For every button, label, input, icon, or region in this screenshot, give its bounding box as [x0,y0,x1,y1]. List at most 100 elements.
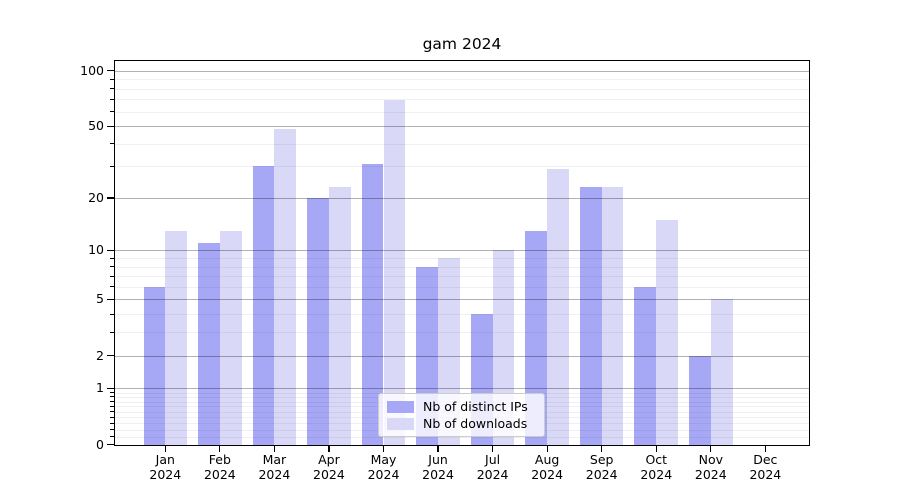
bar-nb-of-distinct-ips-apr [307,197,329,446]
gridline-major [114,70,810,72]
bar-nb-of-downloads-apr [328,187,351,446]
gridline-minor [114,436,810,438]
y-minor-tick [110,165,114,167]
legend-swatch-nb-of-downloads [387,418,414,430]
gridline-minor [114,276,810,278]
y-tick-label: 0 [96,436,104,452]
x-tick [764,446,766,452]
y-tick [107,249,114,251]
gridline-minor [114,143,810,145]
y-minor-tick [110,98,114,100]
x-tick [328,446,330,452]
x-tick [164,446,166,452]
x-tick-month: Nov [698,452,723,467]
x-tick [546,446,548,452]
x-tick-month: Feb [208,452,231,467]
gridline-minor [114,332,810,334]
bar-nb-of-downloads-may [383,100,406,446]
y-minor-tick [110,405,114,407]
x-tick [382,446,385,452]
x-tick-label-aug: Aug 2024 [517,452,577,482]
y-tick [107,443,114,446]
x-tick-label-oct: Oct 2024 [626,452,686,482]
y-minor-tick [110,257,114,259]
gridline-minor [114,111,810,113]
gridline-major [114,388,810,390]
x-tick [273,446,275,452]
y-minor-tick [110,422,114,424]
bar-nb-of-downloads-aug [547,169,569,446]
bar-nb-of-downloads-jan [165,230,188,446]
x-tick-month: May [370,452,397,467]
x-tick-label-nov: Nov 2024 [681,452,741,482]
x-tick-label-jun: Jun 2024 [408,452,468,482]
x-tick-month: Oct [645,452,668,467]
gridline-major [114,355,810,357]
x-tick-year: 2024 [367,467,400,482]
bar-nb-of-distinct-ips-oct [634,286,657,446]
bar-nb-of-distinct-ips-jan [143,286,166,446]
y-minor-tick [110,266,114,268]
x-tick-year: 2024 [203,467,236,482]
gridline-minor [114,314,810,316]
y-minor-tick [110,143,114,145]
plot-area [114,60,810,446]
bar-nb-of-distinct-ips-nov [689,355,711,446]
y-minor-tick [110,78,114,80]
x-tick-month: Aug [534,452,560,467]
x-tick-label-jan: Jan 2024 [135,452,195,482]
bar-nb-of-downloads-mar [274,129,297,446]
x-tick-year: 2024 [749,467,782,482]
bar-nb-of-distinct-ips-feb [198,243,220,446]
legend-label: Nb of distinct IPs [423,399,528,414]
gridline-minor [114,266,810,268]
legend-item-nb-of-downloads: Nb of downloads [387,416,536,432]
x-tick-label-dec: Dec 2024 [735,452,795,482]
y-minor-tick [110,401,114,403]
gridline-minor [114,99,810,101]
y-tick [107,125,114,127]
gridline-minor [114,258,810,260]
x-tick-year: 2024 [313,467,345,482]
y-minor-tick [110,396,114,398]
y-minor-tick [110,331,114,333]
x-tick-label-jul: Jul 2024 [463,452,523,482]
x-tick-year: 2024 [585,467,618,482]
x-tick-year: 2024 [258,467,291,482]
x-tick [492,446,494,452]
y-minor-tick [110,275,114,277]
gridline-minor [114,286,810,288]
bar-nb-of-distinct-ips-aug [525,230,548,446]
bar-nb-of-downloads-oct [656,219,679,446]
y-minor-tick [110,411,114,413]
legend-swatch-nb-of-distinct-ips [387,401,414,413]
y-minor-tick [110,416,114,418]
legend-item-nb-of-distinct-ips: Nb of distinct IPs [387,399,536,415]
x-tick-label-apr: Apr 2024 [299,452,359,482]
y-tick-label: 10 [88,242,104,258]
gridline-minor [114,166,810,168]
y-minor-tick [110,286,114,288]
chart-title: gam 2024 [422,35,502,53]
x-tick-label-sep: Sep 2024 [572,452,632,482]
y-minor-tick [110,436,114,438]
x-tick-month: Jan [155,452,175,467]
x-tick [601,446,603,452]
x-tick-month: Apr [318,452,340,467]
y-tick [107,387,114,389]
y-minor-tick [110,88,114,90]
y-tick-label: 20 [88,189,104,205]
x-tick-month: Jun [428,452,448,467]
legend: Nb of distinct IPs Nb of downloads [378,393,545,437]
x-tick-month: Dec [753,452,778,467]
x-tick-year: 2024 [531,467,564,482]
bar-nb-of-distinct-ips-mar [252,166,275,446]
y-tick-label: 50 [88,118,104,134]
x-tick-month: Mar [262,452,287,467]
gridline-major [114,299,810,301]
y-tick [107,70,114,72]
y-minor-tick [110,392,114,394]
y-tick-label: 5 [96,291,104,307]
x-tick [437,446,439,452]
